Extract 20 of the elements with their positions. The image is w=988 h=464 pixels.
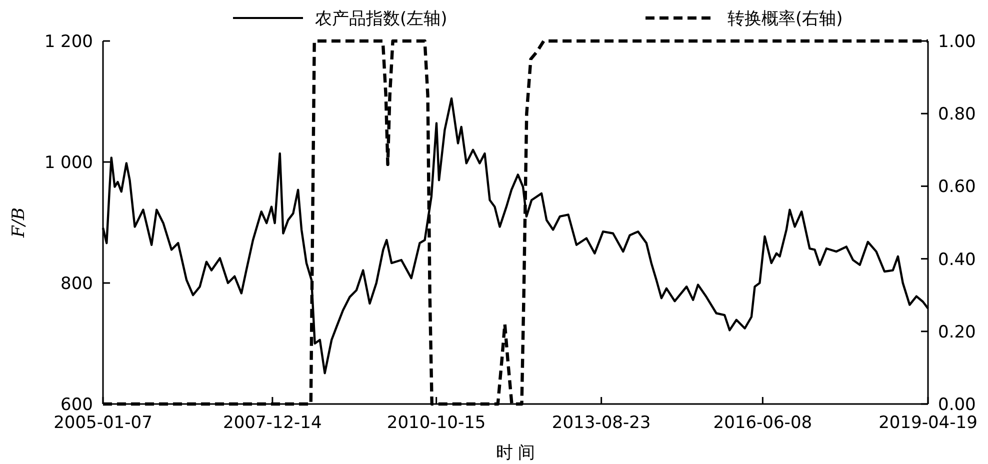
x-tick-label: 2019-04-19	[878, 413, 978, 433]
x-tick-label: 2013-08-23	[552, 413, 651, 433]
y-tick-label: 1 200	[44, 32, 93, 52]
y-tick-label: 800	[60, 274, 93, 294]
x-axis-title: 时 间	[496, 443, 536, 463]
y-tick-label: 1 000	[44, 153, 93, 173]
y2-tick-label: 0.60	[938, 177, 976, 198]
y-axis-title: F/B	[9, 207, 29, 239]
y-tick-label: 600	[60, 395, 93, 415]
legend-label: 转换概率(右轴)	[728, 9, 843, 29]
y2-tick-label: 0.00	[938, 395, 976, 415]
legend-label: 农产品指数(左轴)	[315, 9, 448, 29]
y2-tick-label: 0.20	[938, 322, 976, 342]
x-tick-label: 2016-06-08	[713, 413, 812, 433]
x-tick-label: 2005-01-07	[54, 413, 152, 433]
y2-tick-label: 0.40	[938, 250, 976, 270]
y2-tick-label: 0.80	[938, 104, 976, 125]
x-tick-label: 2007-12-14	[223, 413, 322, 433]
x-tick-label: 2010-10-15	[386, 413, 486, 433]
y2-tick-label: 1.00	[938, 32, 976, 52]
